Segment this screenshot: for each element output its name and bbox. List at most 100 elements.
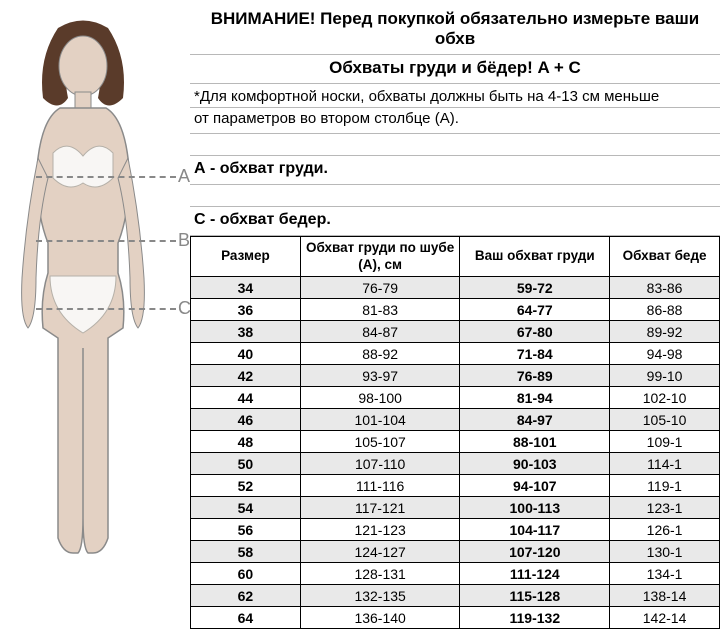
cell-hip: 123-1 xyxy=(610,497,720,519)
cell-your-bust: 111-124 xyxy=(460,563,610,585)
cell-size: 56 xyxy=(191,519,301,541)
table-row: 46101-10484-97105-10 xyxy=(191,409,720,431)
table-row: 58124-127107-120130-1 xyxy=(191,541,720,563)
body-figure: A B C xyxy=(8,18,188,558)
cell-size: 44 xyxy=(191,387,301,409)
marker-line-a xyxy=(36,176,176,178)
cell-coat-bust: 107-110 xyxy=(300,453,460,475)
section-c-label: С - обхват бедер. xyxy=(190,207,720,236)
cell-size: 60 xyxy=(191,563,301,585)
cell-coat-bust: 93-97 xyxy=(300,365,460,387)
cell-your-bust: 94-107 xyxy=(460,475,610,497)
table-row: 4498-10081-94102-10 xyxy=(191,387,720,409)
cell-hip: 134-1 xyxy=(610,563,720,585)
cell-your-bust: 115-128 xyxy=(460,585,610,607)
cell-your-bust: 90-103 xyxy=(460,453,610,475)
cell-coat-bust: 84-87 xyxy=(300,321,460,343)
note-line-1: *Для комфортной носки, обхваты должны бы… xyxy=(190,84,720,108)
col-header-size: Размер xyxy=(191,237,301,277)
cell-your-bust: 119-132 xyxy=(460,607,610,629)
cell-size: 38 xyxy=(191,321,301,343)
table-row: 60128-131111-124134-1 xyxy=(191,563,720,585)
table-row: 52111-11694-107119-1 xyxy=(191,475,720,497)
cell-hip: 142-14 xyxy=(610,607,720,629)
cell-coat-bust: 88-92 xyxy=(300,343,460,365)
measurement-figure-panel: A B C xyxy=(0,0,190,581)
cell-your-bust: 88-101 xyxy=(460,431,610,453)
col-header-your-bust: Ваш обхват груди xyxy=(460,237,610,277)
cell-hip: 109-1 xyxy=(610,431,720,453)
cell-coat-bust: 98-100 xyxy=(300,387,460,409)
marker-label-b: B xyxy=(178,230,190,251)
cell-your-bust: 76-89 xyxy=(460,365,610,387)
col-header-coat-bust: Обхват груди по шубе (А), см xyxy=(300,237,460,277)
table-row: 3476-7959-7283-86 xyxy=(191,277,720,299)
table-row: 54117-121100-113123-1 xyxy=(191,497,720,519)
spacer xyxy=(190,134,720,156)
cell-size: 58 xyxy=(191,541,301,563)
cell-hip: 126-1 xyxy=(610,519,720,541)
size-table: Размер Обхват груди по шубе (А), см Ваш … xyxy=(190,236,720,629)
table-row: 56121-123104-117126-1 xyxy=(191,519,720,541)
cell-size: 48 xyxy=(191,431,301,453)
table-row: 3884-8767-8089-92 xyxy=(191,321,720,343)
cell-size: 52 xyxy=(191,475,301,497)
cell-coat-bust: 117-121 xyxy=(300,497,460,519)
note-line-2: от параметров во втором столбце (А). xyxy=(190,108,720,134)
cell-hip: 138-14 xyxy=(610,585,720,607)
table-row: 4088-9271-8494-98 xyxy=(191,343,720,365)
cell-size: 36 xyxy=(191,299,301,321)
cell-your-bust: 71-84 xyxy=(460,343,610,365)
headline: ВНИМАНИЕ! Перед покупкой обязательно изм… xyxy=(190,6,720,55)
cell-hip: 86-88 xyxy=(610,299,720,321)
cell-size: 34 xyxy=(191,277,301,299)
cell-your-bust: 107-120 xyxy=(460,541,610,563)
cell-coat-bust: 101-104 xyxy=(300,409,460,431)
marker-line-b xyxy=(36,240,176,242)
cell-your-bust: 64-77 xyxy=(460,299,610,321)
cell-size: 42 xyxy=(191,365,301,387)
cell-coat-bust: 111-116 xyxy=(300,475,460,497)
cell-hip: 83-86 xyxy=(610,277,720,299)
marker-line-c xyxy=(36,308,176,310)
size-table-header-row: Размер Обхват груди по шубе (А), см Ваш … xyxy=(191,237,720,277)
cell-coat-bust: 121-123 xyxy=(300,519,460,541)
cell-your-bust: 81-94 xyxy=(460,387,610,409)
table-row: 3681-8364-7786-88 xyxy=(191,299,720,321)
cell-coat-bust: 128-131 xyxy=(300,563,460,585)
cell-hip: 102-10 xyxy=(610,387,720,409)
subhead: Обхваты груди и бёдер! A + C xyxy=(190,55,720,84)
col-header-hip: Обхват беде xyxy=(610,237,720,277)
cell-coat-bust: 76-79 xyxy=(300,277,460,299)
cell-your-bust: 100-113 xyxy=(460,497,610,519)
table-row: 48105-10788-101109-1 xyxy=(191,431,720,453)
cell-size: 54 xyxy=(191,497,301,519)
cell-size: 64 xyxy=(191,607,301,629)
cell-hip: 94-98 xyxy=(610,343,720,365)
table-row: 64136-140119-132142-14 xyxy=(191,607,720,629)
cell-size: 40 xyxy=(191,343,301,365)
cell-size: 46 xyxy=(191,409,301,431)
cell-size: 62 xyxy=(191,585,301,607)
content-panel: ВНИМАНИЕ! Перед покупкой обязательно изм… xyxy=(190,0,720,581)
cell-hip: 130-1 xyxy=(610,541,720,563)
cell-coat-bust: 136-140 xyxy=(300,607,460,629)
cell-your-bust: 59-72 xyxy=(460,277,610,299)
cell-hip: 89-92 xyxy=(610,321,720,343)
table-row: 62132-135115-128138-14 xyxy=(191,585,720,607)
table-row: 50107-11090-103114-1 xyxy=(191,453,720,475)
cell-coat-bust: 132-135 xyxy=(300,585,460,607)
marker-label-c: C xyxy=(178,298,191,319)
cell-coat-bust: 81-83 xyxy=(300,299,460,321)
section-a-label: А - обхват груди. xyxy=(190,156,720,185)
marker-label-a: A xyxy=(178,166,190,187)
spacer xyxy=(190,185,720,207)
cell-hip: 114-1 xyxy=(610,453,720,475)
cell-hip: 105-10 xyxy=(610,409,720,431)
cell-coat-bust: 124-127 xyxy=(300,541,460,563)
cell-your-bust: 104-117 xyxy=(460,519,610,541)
cell-hip: 99-10 xyxy=(610,365,720,387)
cell-your-bust: 84-97 xyxy=(460,409,610,431)
cell-coat-bust: 105-107 xyxy=(300,431,460,453)
cell-your-bust: 67-80 xyxy=(460,321,610,343)
